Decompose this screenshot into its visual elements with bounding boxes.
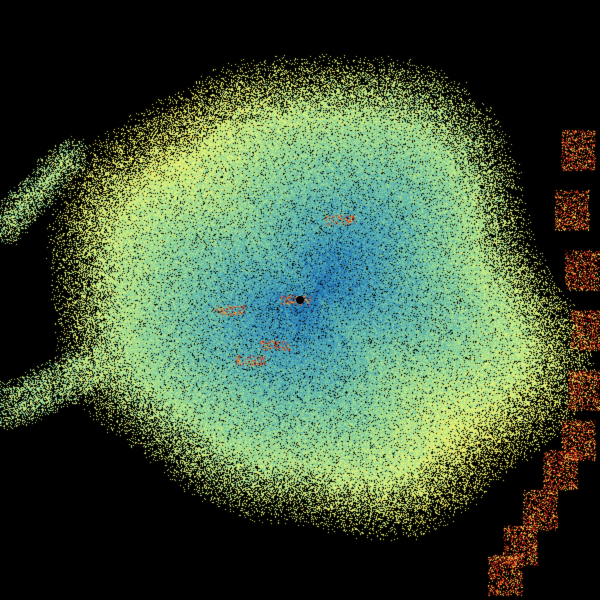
radar-site-dot-icon: [296, 296, 304, 304]
